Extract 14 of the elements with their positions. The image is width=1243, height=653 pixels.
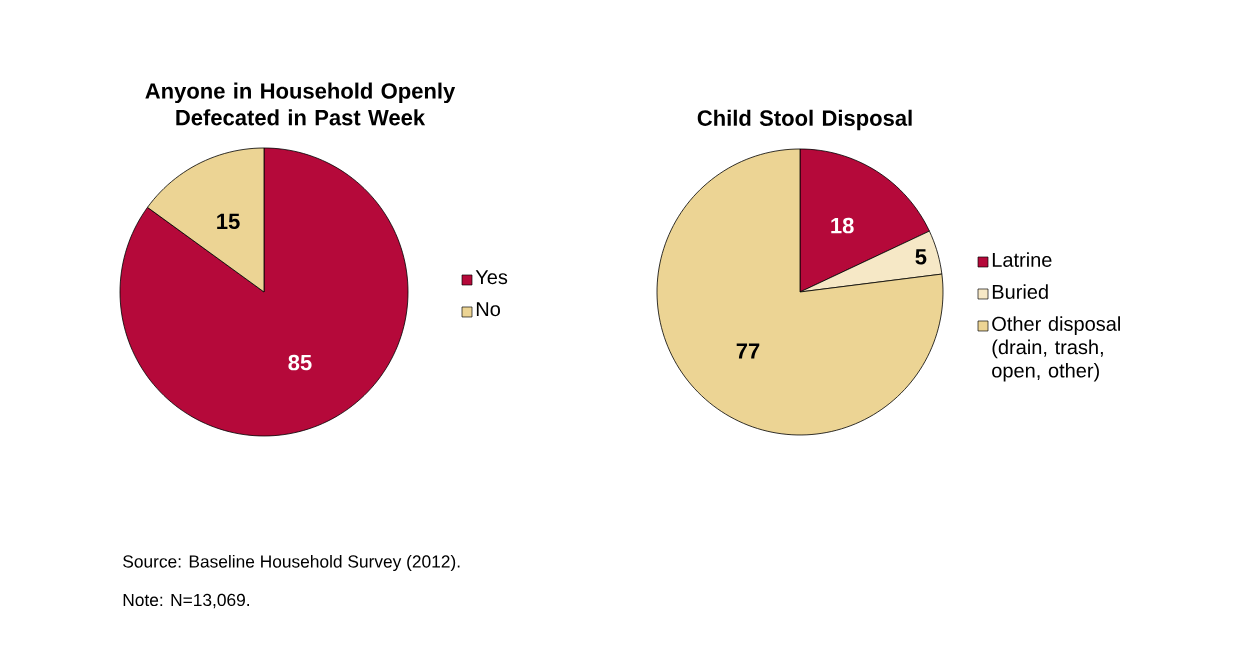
chart-title: Child Stool Disposal [697, 109, 912, 131]
data-label: 85 [288, 354, 312, 371]
data-label: 77 [736, 343, 760, 359]
legend-label: Buried [992, 284, 1048, 299]
legend-label: Latrine [992, 252, 1052, 267]
legend-label: Yes [475, 270, 508, 285]
legend-label: Other disposal (drain, trash, open, other) [992, 316, 1120, 382]
data-label: 5 [915, 249, 927, 265]
data-label: 18 [831, 217, 854, 234]
chart-title: Anyone in Household Openly Defecated in Past Week [145, 82, 456, 126]
legend-label: No [476, 302, 500, 317]
source-note: Source: Baseline Household Survey (2012). [123, 554, 460, 572]
data-label: 15 [217, 213, 240, 230]
text: Note: N=13,069. [123, 593, 249, 609]
